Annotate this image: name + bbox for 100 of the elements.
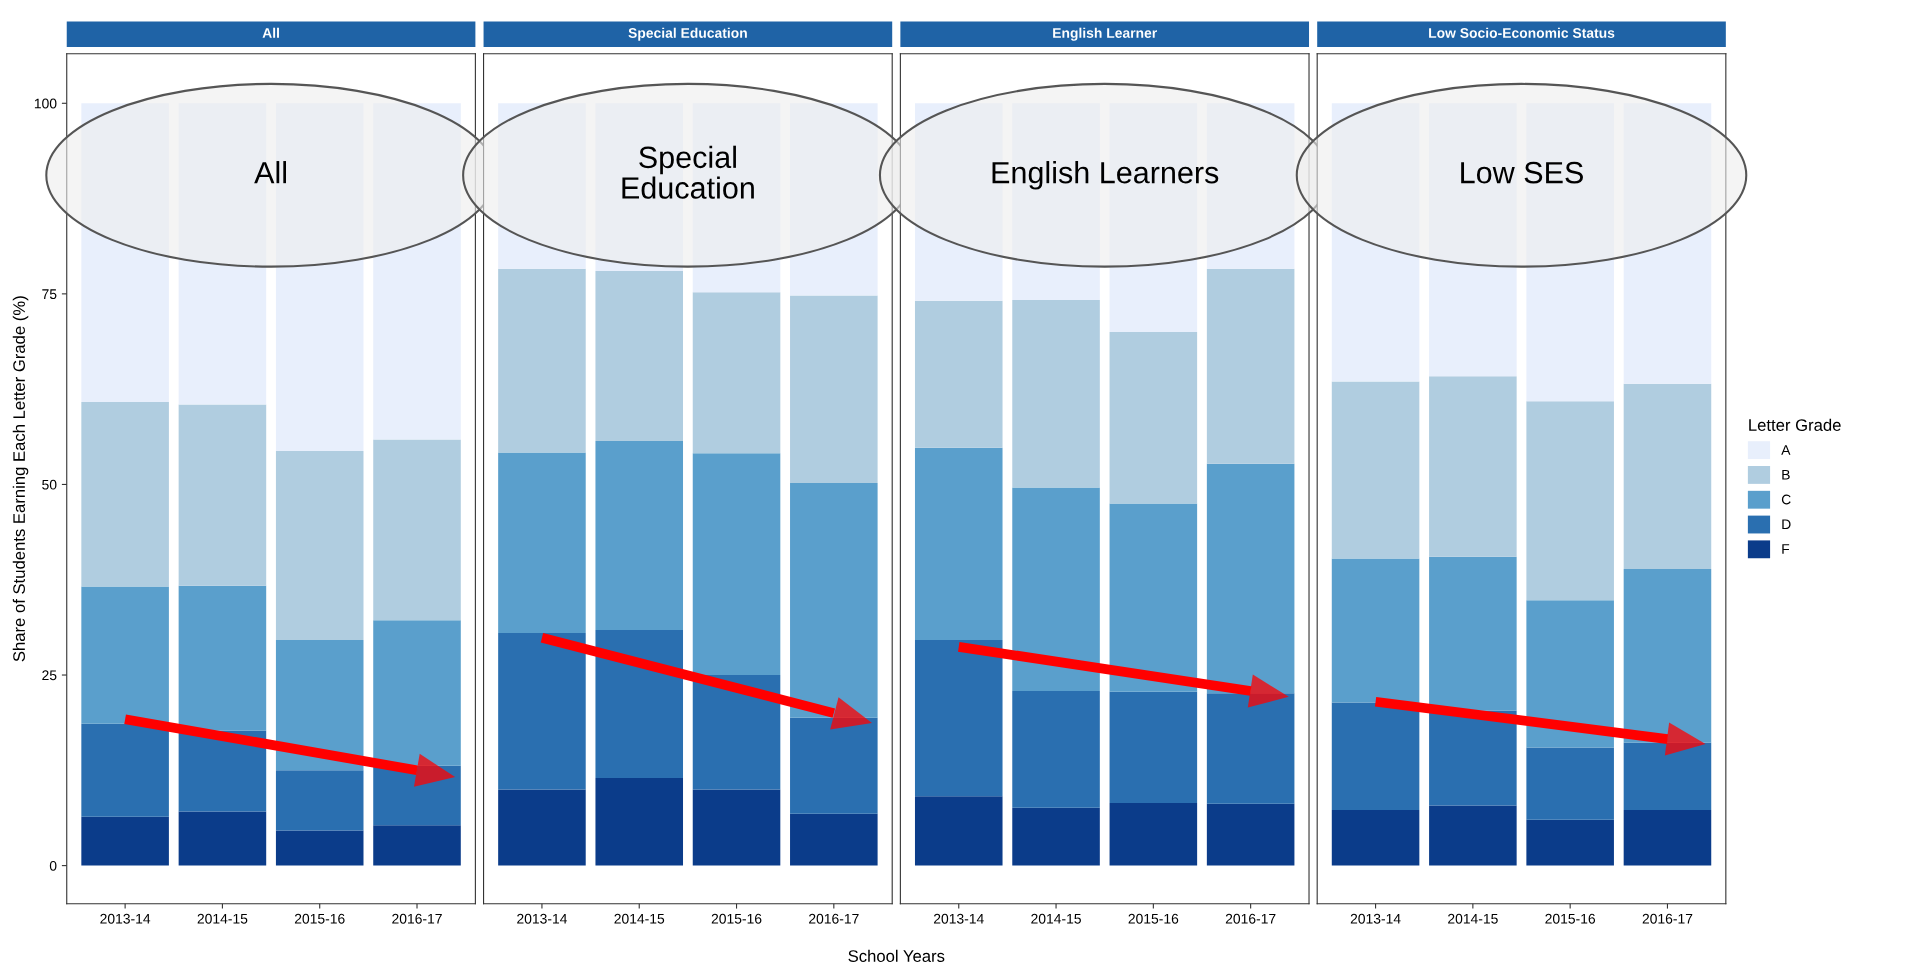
x-tick-label: 2014-15 xyxy=(614,913,665,924)
bar xyxy=(1206,803,1295,866)
bar xyxy=(1526,819,1614,866)
bar xyxy=(275,770,364,831)
bar xyxy=(1012,487,1100,692)
y-tick-label: 50 xyxy=(42,479,57,490)
y-axis-title: Share of Students Earning Each Letter Grade (%) xyxy=(12,296,29,662)
x-tick-label: 2015-16 xyxy=(294,913,345,924)
bar xyxy=(1429,556,1517,711)
bar xyxy=(373,103,461,440)
x-tick-label: 2016-17 xyxy=(1225,913,1276,924)
bar xyxy=(595,630,684,778)
bar xyxy=(595,777,684,866)
bar xyxy=(373,825,461,866)
x-tick-label: 2016-17 xyxy=(809,913,859,924)
bar xyxy=(595,271,684,441)
bar xyxy=(275,639,364,771)
bar xyxy=(178,404,267,586)
bar xyxy=(914,796,1003,866)
annotation: Low SES xyxy=(1461,161,1583,184)
bar xyxy=(1623,742,1712,810)
y-tick-label: 100 xyxy=(34,98,57,109)
y-tick-label: 75 xyxy=(42,289,57,300)
bar xyxy=(1526,747,1614,820)
x-tick-label: 2013-14 xyxy=(517,913,568,924)
bar xyxy=(498,452,586,634)
bar xyxy=(1623,809,1712,866)
legend-label: B xyxy=(1782,469,1790,480)
bar xyxy=(1206,268,1295,464)
bar xyxy=(1109,691,1198,804)
chart-title: English Learner xyxy=(1053,27,1157,41)
x-tick-label: 2013-14 xyxy=(933,913,984,924)
bar xyxy=(498,103,586,269)
bar xyxy=(81,103,169,403)
bar xyxy=(81,402,169,587)
bar xyxy=(1429,376,1517,557)
x-tick-label: 2014-15 xyxy=(1031,913,1081,924)
bar xyxy=(790,103,878,296)
bar xyxy=(1109,331,1198,504)
chart-title: Low Socio-Economic Status xyxy=(1429,27,1615,38)
annotation: Special Education xyxy=(622,145,754,199)
bar xyxy=(692,789,781,866)
bar xyxy=(692,292,781,454)
bar xyxy=(1109,803,1198,866)
bar xyxy=(595,441,684,631)
x-tick-label: 2014-15 xyxy=(1448,913,1498,924)
bar xyxy=(1206,463,1295,694)
y-tick-label: 25 xyxy=(42,670,57,681)
bar xyxy=(914,447,1003,640)
x-tick-label: 2013-14 xyxy=(100,913,151,924)
x-tick-label: 2014-15 xyxy=(197,913,248,924)
legend-label: A xyxy=(1781,445,1791,455)
bar xyxy=(914,639,1003,797)
bar xyxy=(790,295,878,483)
x-axis-title: School Years xyxy=(848,949,945,962)
bar xyxy=(790,482,878,718)
legend-label: C xyxy=(1781,494,1791,505)
bar xyxy=(1109,503,1198,692)
bar xyxy=(1012,807,1100,866)
legend-title: Letter Grade xyxy=(1749,418,1841,431)
x-tick-label: 2013-14 xyxy=(1350,913,1401,924)
bar xyxy=(1429,103,1517,377)
bar xyxy=(1526,600,1614,748)
x-tick-label: 2015-16 xyxy=(1128,913,1179,924)
bar xyxy=(498,633,586,790)
bar xyxy=(178,811,267,866)
annotation: English Learners xyxy=(992,161,1219,190)
bar xyxy=(81,816,169,866)
bar xyxy=(1526,401,1614,601)
y-tick-label: 0 xyxy=(49,860,57,871)
bar xyxy=(1623,103,1712,384)
bar xyxy=(1331,809,1420,866)
bar xyxy=(373,620,461,766)
bar xyxy=(498,268,586,453)
annotation: All xyxy=(254,161,286,184)
bar xyxy=(81,586,169,724)
bar xyxy=(1331,702,1420,810)
bar xyxy=(1331,381,1420,559)
x-tick-label: 2016-17 xyxy=(1642,913,1693,924)
bar xyxy=(1429,805,1517,866)
x-tick-label: 2015-16 xyxy=(711,913,762,924)
x-tick-label: 2016-17 xyxy=(392,913,442,924)
legend-label: D xyxy=(1782,519,1791,530)
bar xyxy=(498,789,586,866)
bar xyxy=(1012,691,1100,808)
chart-title: Special Education xyxy=(628,27,747,41)
x-tick-label: 2015-16 xyxy=(1545,913,1596,924)
bar xyxy=(1012,299,1100,488)
bar xyxy=(692,675,781,790)
bar xyxy=(790,813,878,866)
bar xyxy=(1331,558,1420,703)
bar xyxy=(1429,710,1517,806)
bar xyxy=(1526,103,1614,402)
bar xyxy=(275,830,364,866)
chart-title: All xyxy=(262,27,279,38)
bar xyxy=(1623,383,1712,570)
bar xyxy=(914,300,1003,448)
bar xyxy=(692,453,781,676)
bar xyxy=(275,450,364,640)
bar xyxy=(790,717,878,814)
